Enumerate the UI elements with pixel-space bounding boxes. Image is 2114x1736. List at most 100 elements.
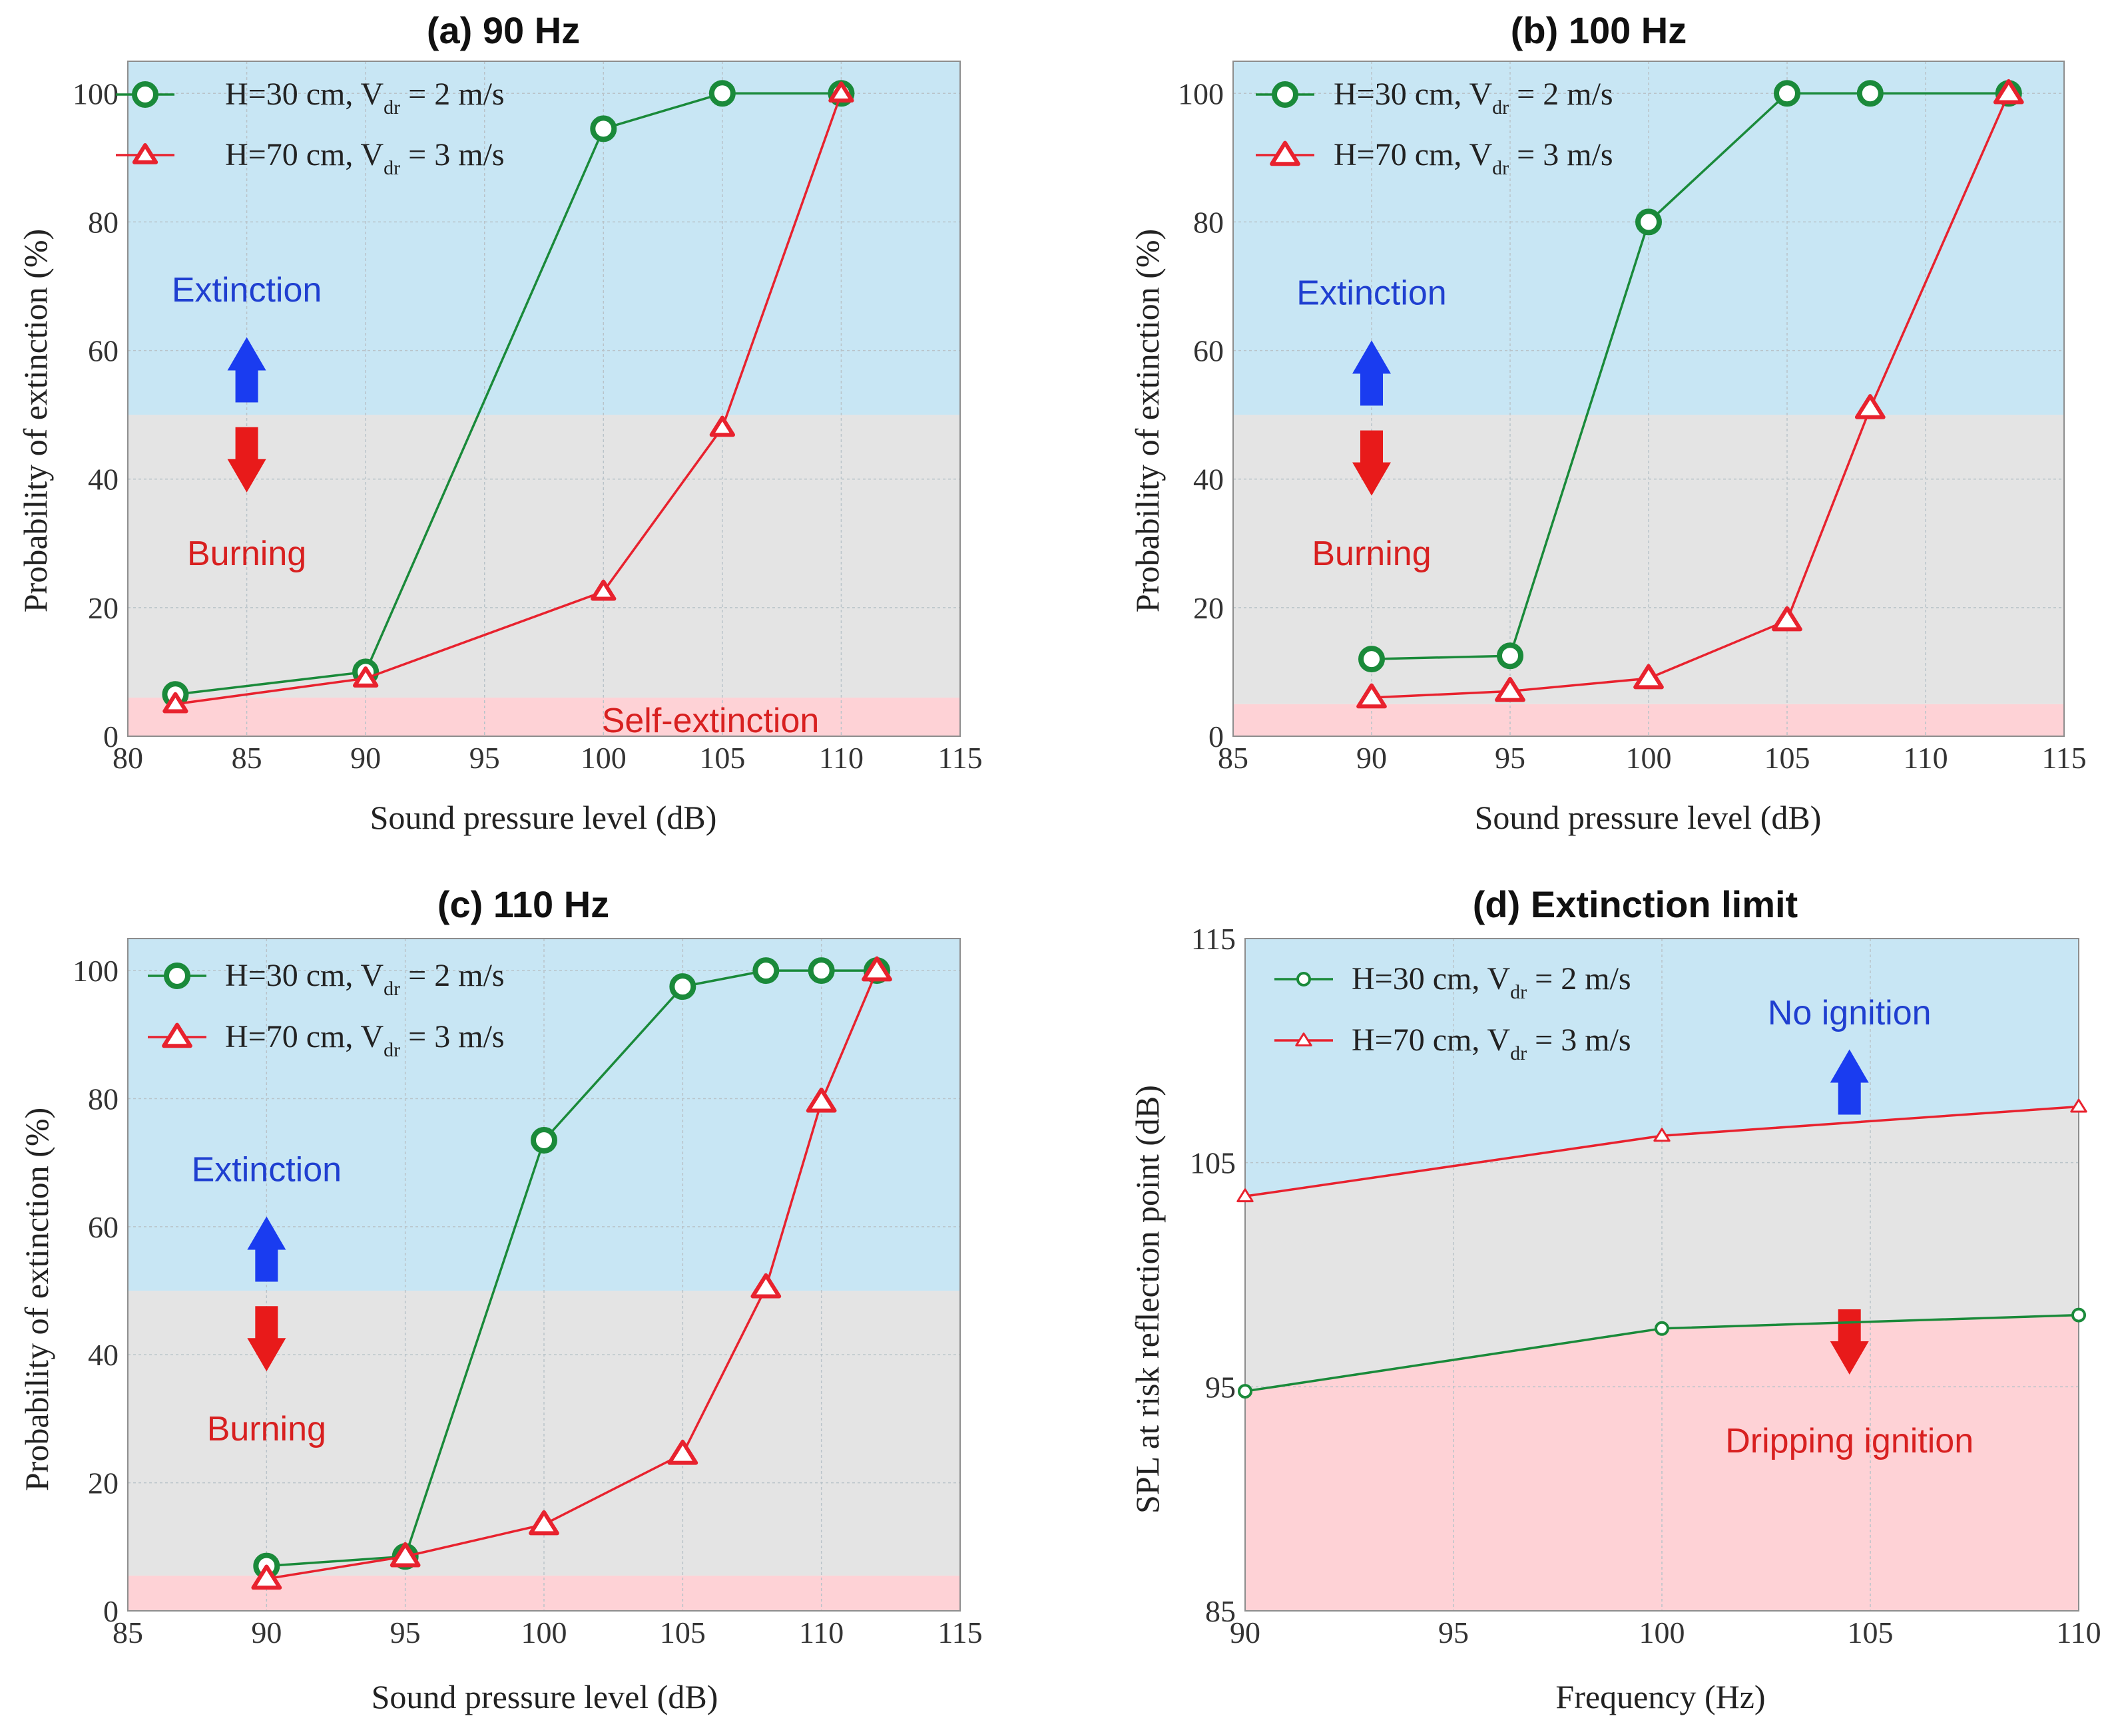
panel-b-annotation: Extinction [1296,274,1446,313]
panel-c-xtick-label: 95 [390,1616,421,1649]
panel-c-series-1-point [529,1510,559,1536]
panel-a-xtick-label: 100 [581,741,627,775]
panel-d-annotation: No ignition [1768,994,1932,1032]
panel-b-ytick-label: 40 [1193,463,1224,497]
panel-b-xtick-label: 110 [1903,741,1948,775]
panel-a-series-1-point [352,666,379,688]
panel-d-plot: 90 95 100 105 110 85 95 105 115 No ignition Drippi… [1190,922,2101,1649]
panel-c-ylabel: Probability of extinction (%) [18,1108,55,1491]
panel-a: (a) 90 Hz 80 85 90 95 100 105 110 115 0 20 40 60 80 1… [17,9,983,836]
panel-b-xlabel: Sound pressure level (dB) [1475,799,1822,836]
panel-a-region-blue [128,61,960,415]
panel-b-xtick-label: 115 [2041,741,2086,775]
panel-b-frame [1232,61,2065,737]
panel-a-legend-label-red: H=70 cm, Vdr = 3 m/s [225,137,505,179]
panel-d-xtick-label: 105 [1848,1616,1894,1649]
panel-c-legend-label-green: H=30 cm, Vdr = 2 m/s [225,958,505,1000]
panel-d-ytick-label: 85 [1205,1594,1236,1628]
panel-c-legend-symbol [164,963,190,989]
panel-d-series-1-point [1653,1128,1671,1142]
panel-b-legend-label-green: H=30 cm, Vdr = 2 m/s [1334,77,1613,118]
panel-a-xtick-label: 105 [699,741,745,775]
panel-b-series-1-point [1495,677,1525,702]
panel-a-ytick-label: 80 [88,205,119,239]
panel-d-arrow-up-icon [1830,1049,1869,1115]
panel-b-series-0-point [1856,80,1884,107]
panel-a-arrow-down-icon [227,427,266,493]
panel-a-xlabel: Sound pressure level (dB) [370,799,717,836]
panel-c-series-1-point [750,1273,782,1299]
panel-b-legend-marker-green [1256,81,1314,108]
panel-d-legend-symbol [1295,1032,1312,1046]
panel-a-xtick-label: 110 [819,741,864,775]
panel-b-series-0-point [1497,642,1523,670]
panel-c-legend-label-red: H=70 cm, Vdr = 3 m/s [225,1019,505,1061]
panel-c-legend-marker-green [148,963,206,989]
panel-a-annotation: Extinction [172,271,322,310]
panel-d-legend-marker-green [1274,972,1333,986]
panel-c-ytick-label: 20 [88,1466,119,1500]
panel-c-ytick-label: 80 [88,1082,119,1116]
panel-a-legend-symbol [132,143,158,164]
panel-c-annotation: Burning [207,1410,326,1448]
panel-c-xtick-label: 100 [521,1616,567,1649]
panel-d-legend-symbol [1296,972,1311,986]
panel-c-legend-symbol [162,1022,192,1048]
panel-d-title: (d) Extinction limit [1473,883,1798,925]
panel-b-legend-symbol [1272,81,1298,108]
panel-c-arrow-down-icon [247,1306,286,1372]
panel-a-title: (a) 90 Hz [427,9,580,51]
panel-c-xtick-label: 90 [251,1616,282,1649]
panel-d-arrow-down-icon [1830,1309,1869,1375]
panel-b-ytick-label: 60 [1193,334,1224,368]
panel-c-annotation: Extinction [192,1150,342,1189]
panel-b-series-0-point [1774,80,1800,107]
panel-d-series-0-point [2071,1307,2086,1323]
panel-c-series-1-point [806,1087,837,1113]
panel-d-series-0-point [1238,1384,1252,1399]
panel-a-xtick-label: 85 [232,741,262,775]
panel-b-series-0-point [1358,646,1385,673]
panel-b-ytick-label: 20 [1193,591,1224,625]
panel-c-series-1-point [667,1439,698,1465]
panel-a-series-0-point [590,115,617,142]
panel-d-legend: H=30 cm, Vdr = 2 m/s H=70 cm, Vdr = 3 m/… [1274,961,1631,1064]
panel-c-series-1-point [390,1542,421,1568]
panel-d-xtick-label: 100 [1639,1616,1685,1649]
panel-a-xtick-label: 115 [937,741,982,775]
panel-c-legend: H=30 cm, Vdr = 2 m/s H=70 cm, Vdr = 3 m/… [148,958,505,1061]
panel-c-xtick-label: 105 [660,1616,706,1649]
panel-c-plot: 85 90 95 100 105 110 115 0 20 40 60 80 100 Extinction… [73,938,983,1649]
panel-a-annotation: Burning [187,535,306,573]
panel-c-xtick-label: 85 [113,1616,143,1649]
panel-b-arrow-down-icon [1352,430,1391,496]
panel-a-xtick-label: 95 [469,741,500,775]
panel-b-series-0-point [1635,208,1662,236]
panel-c-arrow-up-icon [247,1216,286,1282]
panel-c-ytick-label: 100 [73,954,119,988]
panel-c-ytick-label: 60 [88,1210,119,1244]
panel-d-series-1-point [1236,1188,1254,1203]
panel-b-series-1-line [1371,93,2010,699]
panel-c-xtick-label: 110 [799,1616,844,1649]
panel-b-xtick-label: 85 [1218,741,1248,775]
panel-a-ytick-label: 100 [73,77,119,110]
panel-a-series-1-point [709,415,736,437]
panel-a-region-gray [128,415,960,698]
panel-d-series-0-point [1655,1321,1669,1336]
panel-a-legend-marker-red [116,143,174,164]
panel-c: (c) 110 Hz 85 90 95 100 105 110 115 0 20 40 60 80 10… [18,883,983,1715]
panel-d-ytick-label: 105 [1190,1146,1236,1180]
panel-b-legend: H=30 cm, Vdr = 2 m/s H=70 cm, Vdr = 3 m/… [1256,77,1613,179]
panel-b-xtick-label: 95 [1495,741,1525,775]
panel-b: (b) 100 Hz 85 90 95 100 105 110 115 0 20 40 60 80 10… [1129,9,2087,836]
panel-b-title: (b) 100 Hz [1511,9,1687,51]
panel-d-legend-label-green: H=30 cm, Vdr = 2 m/s [1352,961,1631,1003]
panel-b-xtick-label: 105 [1764,741,1810,775]
panel-a-annotation: Self-extinction [602,702,820,740]
panel-a-frame [127,61,961,737]
panel-d-legend-marker-red [1274,1032,1333,1046]
panel-d-frame [1244,938,2079,1612]
panel-b-annotation: Burning [1312,535,1431,573]
